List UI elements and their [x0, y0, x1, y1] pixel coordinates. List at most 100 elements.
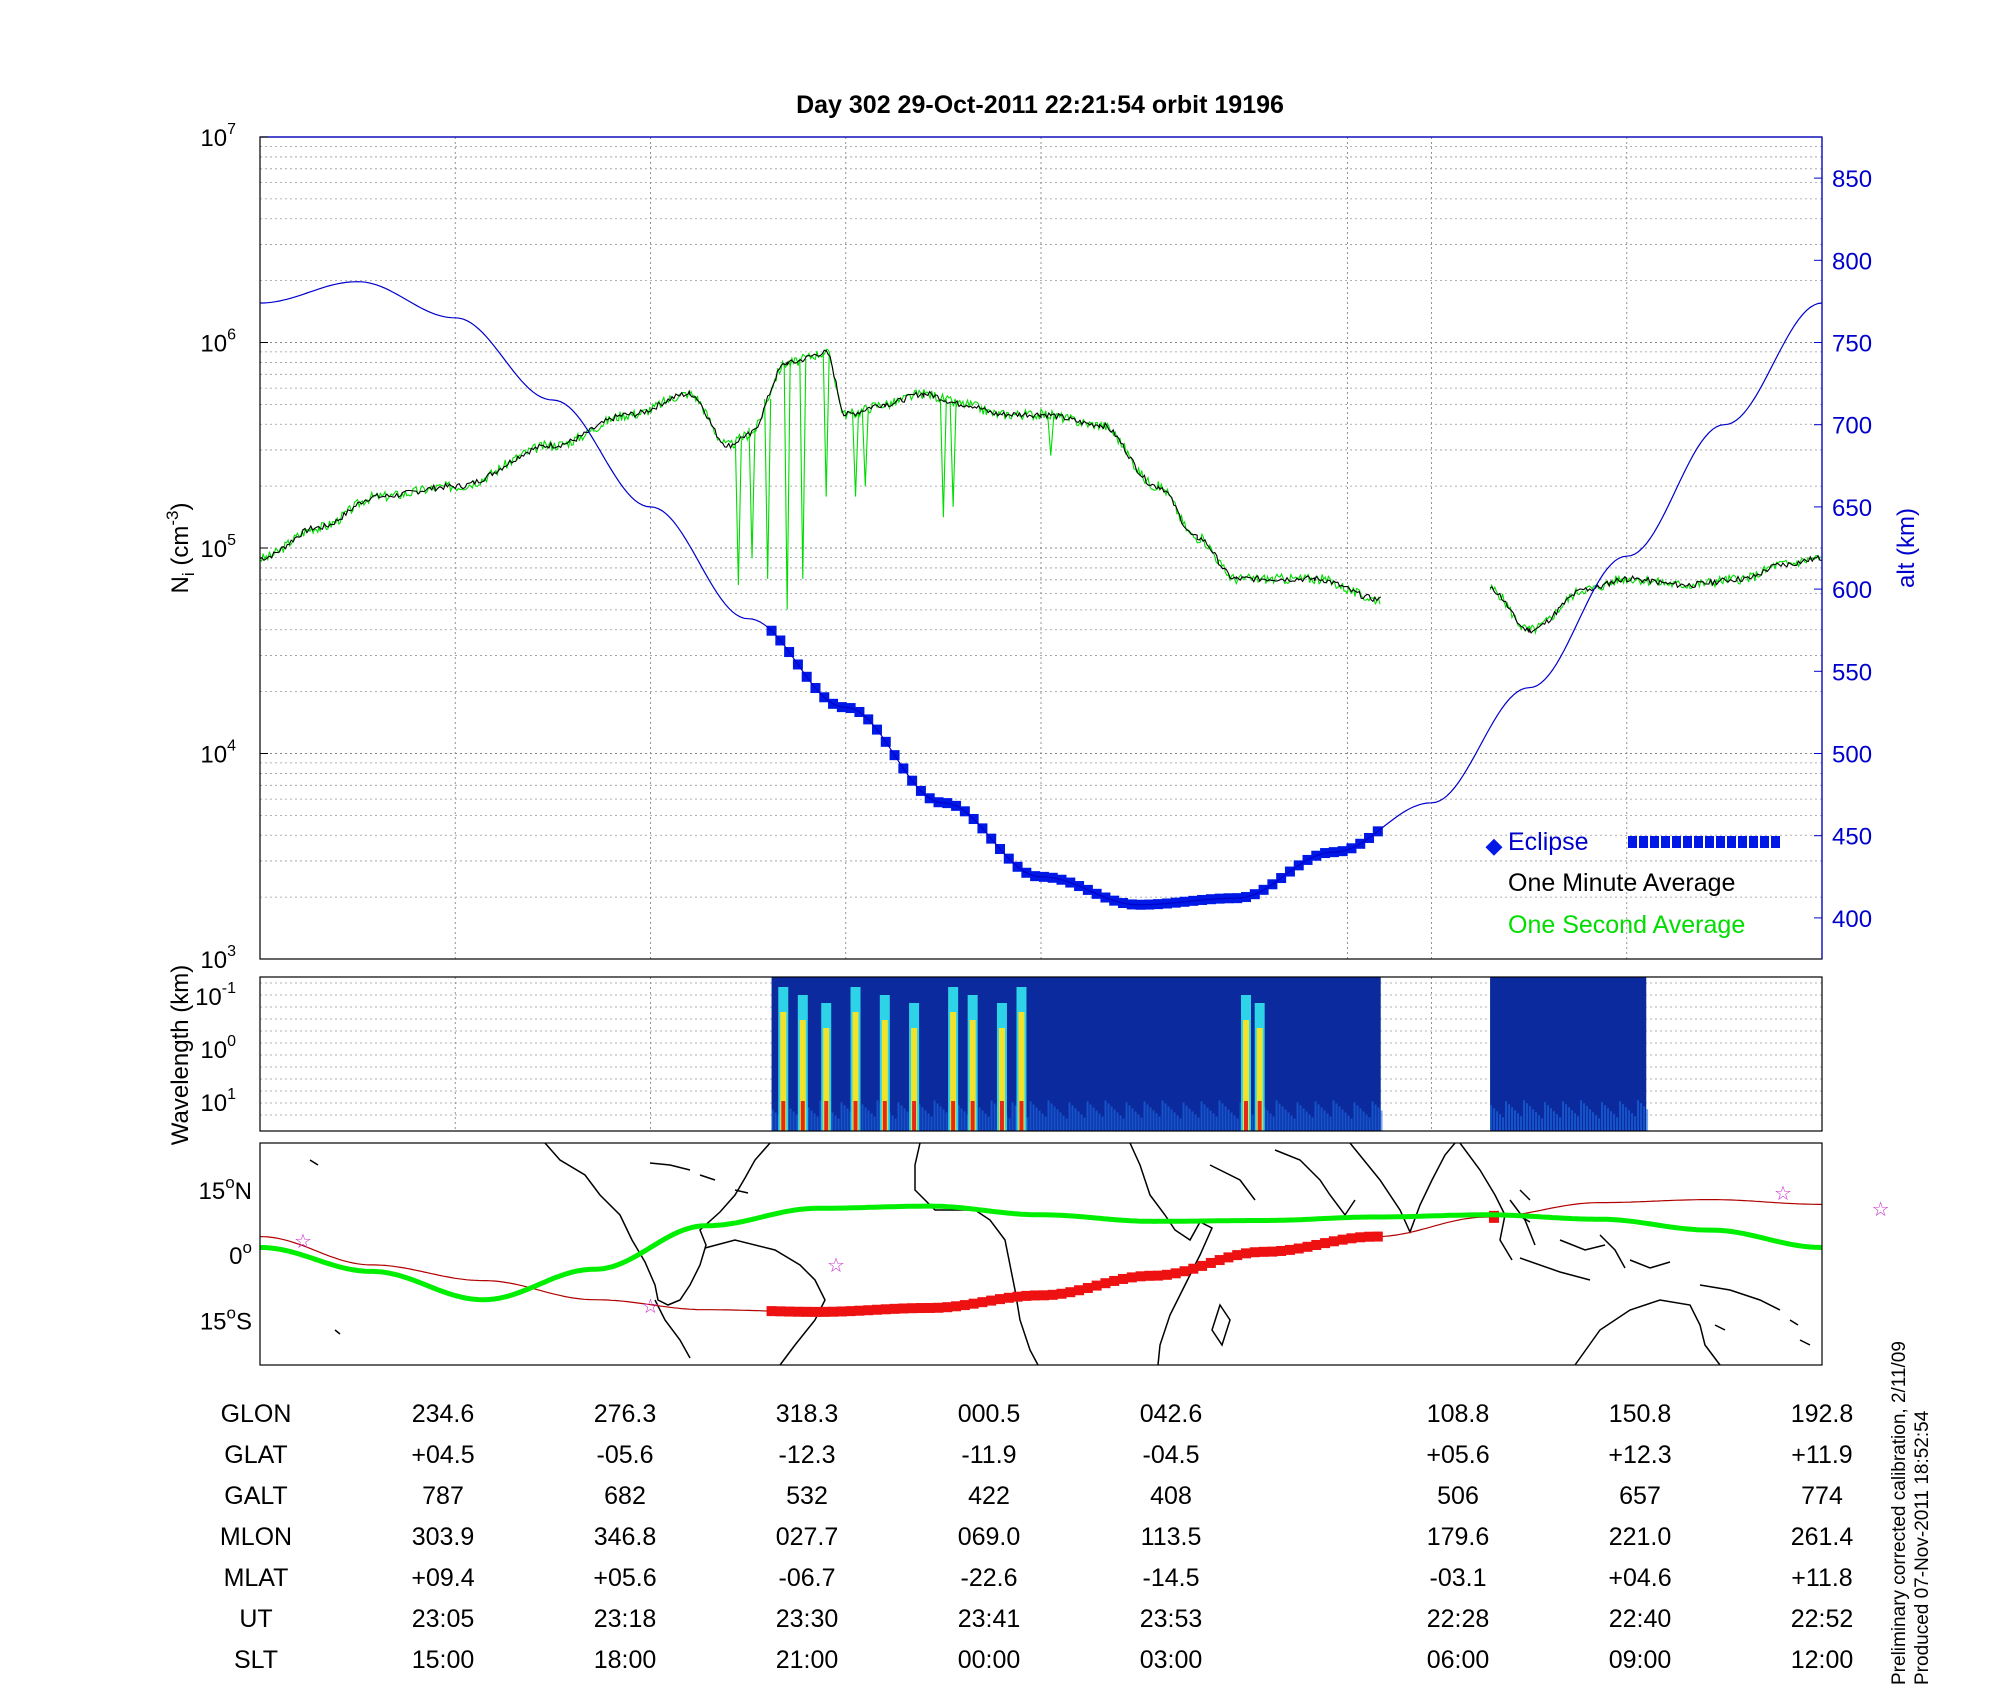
spectrogram-texture — [1634, 1116, 1637, 1131]
legend-eclipse-square — [1760, 836, 1769, 848]
spectrogram-texture — [1206, 1107, 1209, 1131]
spectrogram-texture — [1562, 1101, 1565, 1131]
spectrogram-texture — [1625, 1107, 1628, 1131]
track-eclipse-marker — [1003, 1292, 1014, 1303]
track-eclipse-marker — [1179, 1266, 1190, 1277]
spectrogram-texture — [1344, 1112, 1347, 1131]
spectrogram-texture — [1077, 1111, 1080, 1131]
spectrogram-texture — [930, 1116, 933, 1131]
spectrogram-texture — [1215, 1116, 1218, 1131]
track-eclipse-marker — [845, 1306, 856, 1317]
track-eclipse-marker — [1355, 1232, 1366, 1243]
track-eclipse-marker — [1311, 1239, 1322, 1250]
spectrogram-texture — [993, 1103, 996, 1131]
spectrogram-texture — [1011, 1102, 1014, 1131]
track-eclipse-marker — [871, 1304, 882, 1315]
spectrogram-texture — [1167, 1106, 1170, 1131]
spectrogram-texture — [1299, 1105, 1302, 1131]
legend-eclipse: Eclipse — [1508, 828, 1589, 856]
station-star-icon: ☆ — [1872, 1199, 1890, 1221]
spectrogram-texture — [1553, 1111, 1556, 1131]
station-star-icon: ☆ — [827, 1255, 845, 1277]
table-cell: 23:18 — [594, 1605, 657, 1633]
table-cell: 682 — [604, 1482, 646, 1510]
track-eclipse-marker — [1038, 1290, 1049, 1301]
table-cell: 774 — [1801, 1482, 1843, 1510]
track-eclipse-marker — [1276, 1245, 1287, 1256]
spectrogram-texture — [1272, 1116, 1275, 1131]
spectrogram-texture — [1104, 1100, 1107, 1131]
track-eclipse-marker — [1161, 1269, 1172, 1280]
spectrogram-texture — [1374, 1104, 1377, 1131]
table-row-label: GLON — [221, 1400, 292, 1428]
spectrogram-texture — [981, 1110, 984, 1131]
table-cell: 22:40 — [1609, 1605, 1672, 1633]
table-cell: 23:05 — [412, 1605, 475, 1633]
spectrogram-texture — [1380, 1110, 1383, 1131]
table-cell: 179.6 — [1427, 1523, 1490, 1551]
legend-eclipse-square — [1628, 836, 1637, 848]
track-eclipse-marker — [1337, 1234, 1348, 1245]
legend-eclipse-square — [1672, 836, 1681, 848]
track-eclipse-marker — [977, 1297, 988, 1308]
spectrogram-texture — [1607, 1108, 1610, 1131]
spectrogram-texture — [1275, 1100, 1278, 1131]
spectrogram-panel: 10-1 100 101 Wavelength (km) — [167, 965, 1823, 1146]
spectrogram-texture — [1341, 1109, 1344, 1131]
coastlines — [309, 1142, 1811, 1366]
spectrogram-blocks — [771, 977, 1649, 1131]
spectrogram-texture — [1490, 1105, 1493, 1131]
track-eclipse-marker — [828, 1306, 839, 1317]
spectrogram-texture — [1547, 1105, 1550, 1131]
track-eclipse-marker — [986, 1295, 997, 1306]
track-eclipse-marker — [836, 1306, 847, 1317]
track-eclipse-marker — [1372, 1231, 1383, 1242]
spectrogram-texture — [933, 1100, 936, 1131]
station-stars: ☆ ☆ ☆ ☆ ☆ — [294, 1183, 1890, 1318]
spectrogram-texture — [774, 1112, 777, 1131]
spectrogram-texture — [1335, 1103, 1338, 1131]
spectrogram-texture — [1529, 1106, 1532, 1131]
track-eclipse-marker — [792, 1306, 803, 1317]
spectrogram-stripe — [970, 1101, 975, 1131]
lat-tick-label: 0o — [229, 1238, 252, 1270]
spectrogram-texture — [1520, 1116, 1523, 1131]
table-row-label: GLAT — [224, 1441, 287, 1469]
spectrogram-texture — [1619, 1101, 1622, 1131]
spectrogram-texture — [1496, 1111, 1499, 1131]
spectrogram-texture — [1131, 1108, 1134, 1131]
spectrogram-texture — [1329, 1116, 1332, 1131]
lat-tick-label: 15oS — [200, 1303, 252, 1335]
station-star-icon: ☆ — [294, 1231, 312, 1253]
spectrogram-texture — [1182, 1102, 1185, 1131]
spectrogram-texture — [1212, 1113, 1215, 1131]
spectrogram-texture — [1086, 1101, 1089, 1131]
spectrogram-texture — [1317, 1104, 1320, 1131]
spectrogram-stripe — [1256, 1028, 1263, 1131]
spectrogram-texture — [1574, 1113, 1577, 1131]
track-eclipse-marker — [1056, 1288, 1067, 1299]
table-cell: 346.8 — [594, 1523, 657, 1551]
spectrogram-texture — [939, 1106, 942, 1131]
spectrogram-texture — [840, 1102, 843, 1131]
table-cell: 027.7 — [776, 1523, 839, 1551]
one-minute-line — [1489, 554, 1823, 634]
spectrogram-texture — [963, 1111, 966, 1131]
spectrogram-stripe — [781, 1101, 786, 1131]
spectrogram-texture — [861, 1104, 864, 1131]
table-cell: 318.3 — [776, 1400, 839, 1428]
table-cell: 09:00 — [1609, 1646, 1672, 1674]
table-cell: 18:00 — [594, 1646, 657, 1674]
table-cell: 000.5 — [958, 1400, 1021, 1428]
spectrogram-texture — [918, 1104, 921, 1131]
spectrogram-texture — [1643, 1106, 1646, 1131]
spectrogram-texture — [1134, 1111, 1137, 1131]
wavelength-ylabel: Wavelength (km) — [167, 965, 194, 1146]
spectrogram-texture — [1505, 1101, 1508, 1131]
spectrogram-texture — [819, 1100, 822, 1131]
spectrogram-texture — [1535, 1112, 1538, 1131]
spectrogram-texture — [1203, 1104, 1206, 1131]
track-eclipse-marker — [1144, 1270, 1155, 1281]
ytick-label: 100 — [200, 1033, 236, 1064]
